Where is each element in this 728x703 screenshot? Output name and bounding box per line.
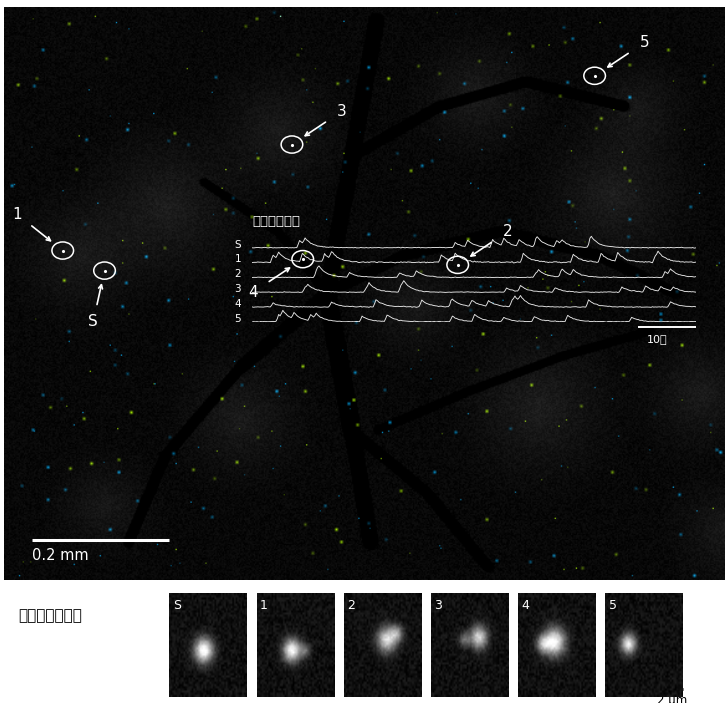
Text: 0.2 mm: 0.2 mm — [33, 548, 89, 564]
Text: 蛍光強度変化: 蛍光強度変化 — [253, 215, 300, 228]
Text: 10秒: 10秒 — [646, 334, 668, 344]
Text: 4: 4 — [234, 299, 241, 309]
Text: 4: 4 — [521, 598, 529, 612]
Text: 軸索終末拡大図: 軸索終末拡大図 — [18, 609, 82, 624]
Text: 3: 3 — [337, 104, 347, 119]
Text: 4: 4 — [248, 285, 258, 299]
Text: 3: 3 — [435, 598, 442, 612]
Text: 5: 5 — [234, 314, 241, 323]
Text: 1: 1 — [12, 207, 22, 221]
Text: 5: 5 — [609, 598, 617, 612]
Text: 2: 2 — [502, 224, 513, 239]
Text: S: S — [88, 314, 98, 329]
Text: S: S — [173, 598, 181, 612]
Text: 2 μm: 2 μm — [657, 694, 687, 703]
Text: 2: 2 — [347, 598, 355, 612]
Text: 2: 2 — [234, 269, 241, 279]
Text: 1: 1 — [260, 598, 268, 612]
Text: S: S — [234, 240, 241, 250]
Text: 5: 5 — [639, 35, 649, 50]
Text: 3: 3 — [234, 284, 241, 294]
Text: 1: 1 — [234, 254, 241, 264]
